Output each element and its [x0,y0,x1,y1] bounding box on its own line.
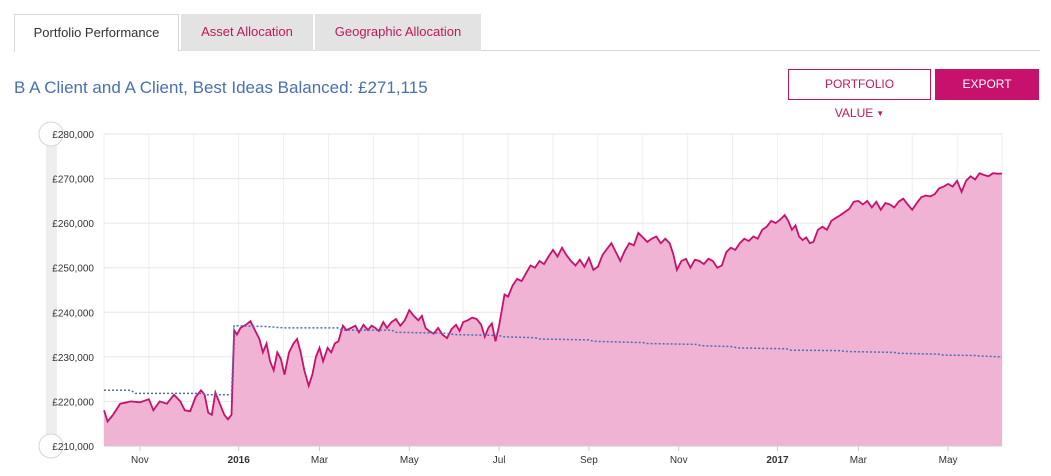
x-tick-label: Sep [580,455,598,466]
portfolio-value-line [103,172,1003,424]
caret-down-icon: ▼ [876,109,885,119]
portfolio-value-area [104,173,1002,446]
y-tick-label: £220,000 [52,397,94,408]
tab-bar: Portfolio Performance Asset Allocation G… [14,14,1040,52]
export-data-button[interactable]: EXPORT DATA [935,69,1039,120]
y-tick-label: £280,000 [52,130,94,141]
x-tick-label: May [939,455,958,466]
x-tick-label: Mar [850,455,868,466]
portfolio-value-dropdown[interactable]: PORTFOLIO VALUE ▼ [788,69,931,120]
tab-portfolio-performance[interactable]: Portfolio Performance [14,14,179,52]
x-tick-label: Jul [493,455,506,466]
export-data-label: EXPORT DATA [962,77,1012,120]
x-tick-label: Nov [670,455,688,466]
y-tick-label: £270,000 [52,175,94,186]
y-tick-label: £260,000 [52,219,94,230]
y-tick-label: £250,000 [52,264,94,275]
y-tick-label: £230,000 [52,353,94,364]
y-axis-handle-top [38,121,64,147]
y-tick-label: £240,000 [52,308,94,319]
y-axis-handle-bottom [38,433,64,459]
benchmark-line [104,324,1003,396]
portfolio-chart: £210,000 £220,000 £230,000 £240,000 £250,000… [0,118,1051,471]
x-tick-label: May [400,455,419,466]
y-tick-label: £210,000 [52,442,94,453]
x-tick-label: Nov [131,455,149,466]
page-title: B A Client and A Client, Best Ideas Bala… [14,78,428,97]
portfolio-value-label: PORTFOLIO VALUE [824,77,895,120]
tab-geographic-allocation[interactable]: Geographic Allocation [315,14,481,51]
y-axis-scroll-track [46,134,57,446]
x-tick-label: 2017 [766,455,789,466]
x-tick-label: 2016 [228,455,251,466]
portfolio-chart-svg: £210,000 £220,000 £230,000 £240,000 £250,000… [38,121,1003,466]
x-tick-label: Mar [311,455,329,466]
tab-asset-allocation[interactable]: Asset Allocation [181,14,313,51]
